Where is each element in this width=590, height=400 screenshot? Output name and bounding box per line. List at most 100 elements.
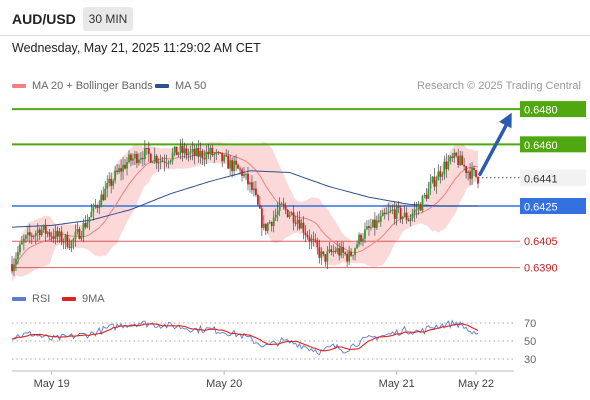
candle-body: [409, 217, 412, 221]
timestamp: Wednesday, May 21, 2025 11:29:02 AM CET: [12, 41, 261, 55]
candle-body: [415, 209, 418, 211]
candle-body: [205, 151, 208, 160]
candle-body: [310, 238, 313, 242]
candle-body: [203, 158, 206, 160]
candle: [120, 159, 122, 181]
candle-body: [322, 251, 325, 255]
candle-body: [443, 161, 446, 175]
timeframe-badge[interactable]: 30 MIN: [83, 7, 133, 31]
candle: [415, 202, 418, 219]
candle: [126, 157, 128, 176]
candle: [262, 215, 265, 231]
candle-body: [336, 248, 339, 252]
pivot-tag: [520, 198, 586, 214]
candle-body: [227, 155, 230, 169]
candle: [66, 231, 69, 249]
candle: [136, 151, 138, 168]
candle: [340, 241, 343, 259]
candle-body: [19, 244, 21, 253]
candle-body: [52, 236, 55, 239]
candle-body: [241, 169, 243, 177]
candle-body: [328, 249, 331, 252]
candle-body: [352, 254, 354, 256]
candle-body: [377, 220, 380, 222]
candle-body: [221, 152, 224, 162]
candle: [417, 200, 420, 216]
candle-body: [114, 170, 117, 181]
candle: [370, 218, 372, 231]
candle-body: [340, 246, 343, 256]
candle-body: [318, 247, 321, 258]
candle-body: [229, 160, 232, 169]
candle-body: [288, 215, 291, 218]
candle: [251, 175, 253, 194]
candle-body: [475, 170, 477, 177]
candle-body: [385, 213, 388, 215]
candle: [354, 247, 356, 261]
candle-body: [401, 216, 404, 220]
candle: [225, 149, 228, 158]
candle-body: [15, 258, 17, 265]
candle-body: [407, 220, 410, 222]
candle-body: [320, 251, 323, 258]
candle-body: [262, 223, 265, 228]
candle: [427, 181, 430, 199]
candle-body: [48, 232, 51, 237]
candle: [40, 225, 43, 237]
candle: [191, 141, 194, 161]
legend-rsi-label: RSI: [32, 293, 51, 305]
candle: [258, 196, 261, 209]
candle-body: [169, 160, 172, 163]
resistance-label-0.6460: 0.6460: [524, 140, 558, 152]
candle: [451, 152, 454, 163]
candle-body: [179, 145, 182, 153]
candle: [58, 228, 61, 243]
candle-body: [405, 212, 408, 221]
candle: [239, 166, 241, 175]
candle-body: [30, 235, 33, 237]
candle-body: [247, 173, 249, 185]
candle-body: [368, 226, 370, 229]
legend-ma20-label: MA 20 + Bollinger Bands: [32, 80, 153, 92]
candle-body: [344, 252, 347, 255]
candle: [302, 216, 305, 240]
candle-body: [435, 180, 438, 187]
candle-body: [76, 228, 79, 233]
candle: [38, 227, 41, 241]
candle-body: [17, 252, 19, 259]
candle: [102, 186, 105, 202]
candle: [334, 246, 337, 254]
candle-body: [40, 229, 43, 236]
candle: [19, 242, 21, 256]
candle: [173, 145, 176, 157]
candle-body: [88, 217, 91, 223]
candle: [114, 165, 117, 184]
candle-body: [292, 212, 295, 223]
candle: [138, 153, 140, 166]
candle: [300, 219, 303, 229]
candle: [169, 159, 172, 165]
candle-body: [153, 155, 156, 163]
forecast-arrow: [478, 112, 512, 177]
candle: [413, 201, 416, 222]
candle: [391, 204, 394, 215]
candle-body: [50, 236, 53, 238]
candle-body: [375, 220, 378, 228]
candle: [193, 144, 196, 165]
candle-body: [22, 238, 25, 243]
candle-body: [112, 180, 115, 186]
candle: [328, 242, 331, 254]
candle: [443, 155, 446, 180]
candle: [118, 164, 120, 174]
candle-body: [207, 151, 210, 155]
rsi-level-label-30: 30: [524, 354, 536, 366]
candle-body: [477, 176, 479, 184]
candle-body: [326, 251, 329, 262]
candle: [221, 152, 224, 168]
candle: [344, 251, 347, 256]
candle-body: [116, 170, 118, 172]
candle: [195, 144, 198, 157]
candle-body: [253, 188, 255, 191]
legend-ma50: MA 50: [155, 80, 206, 92]
candle-body: [286, 209, 289, 218]
